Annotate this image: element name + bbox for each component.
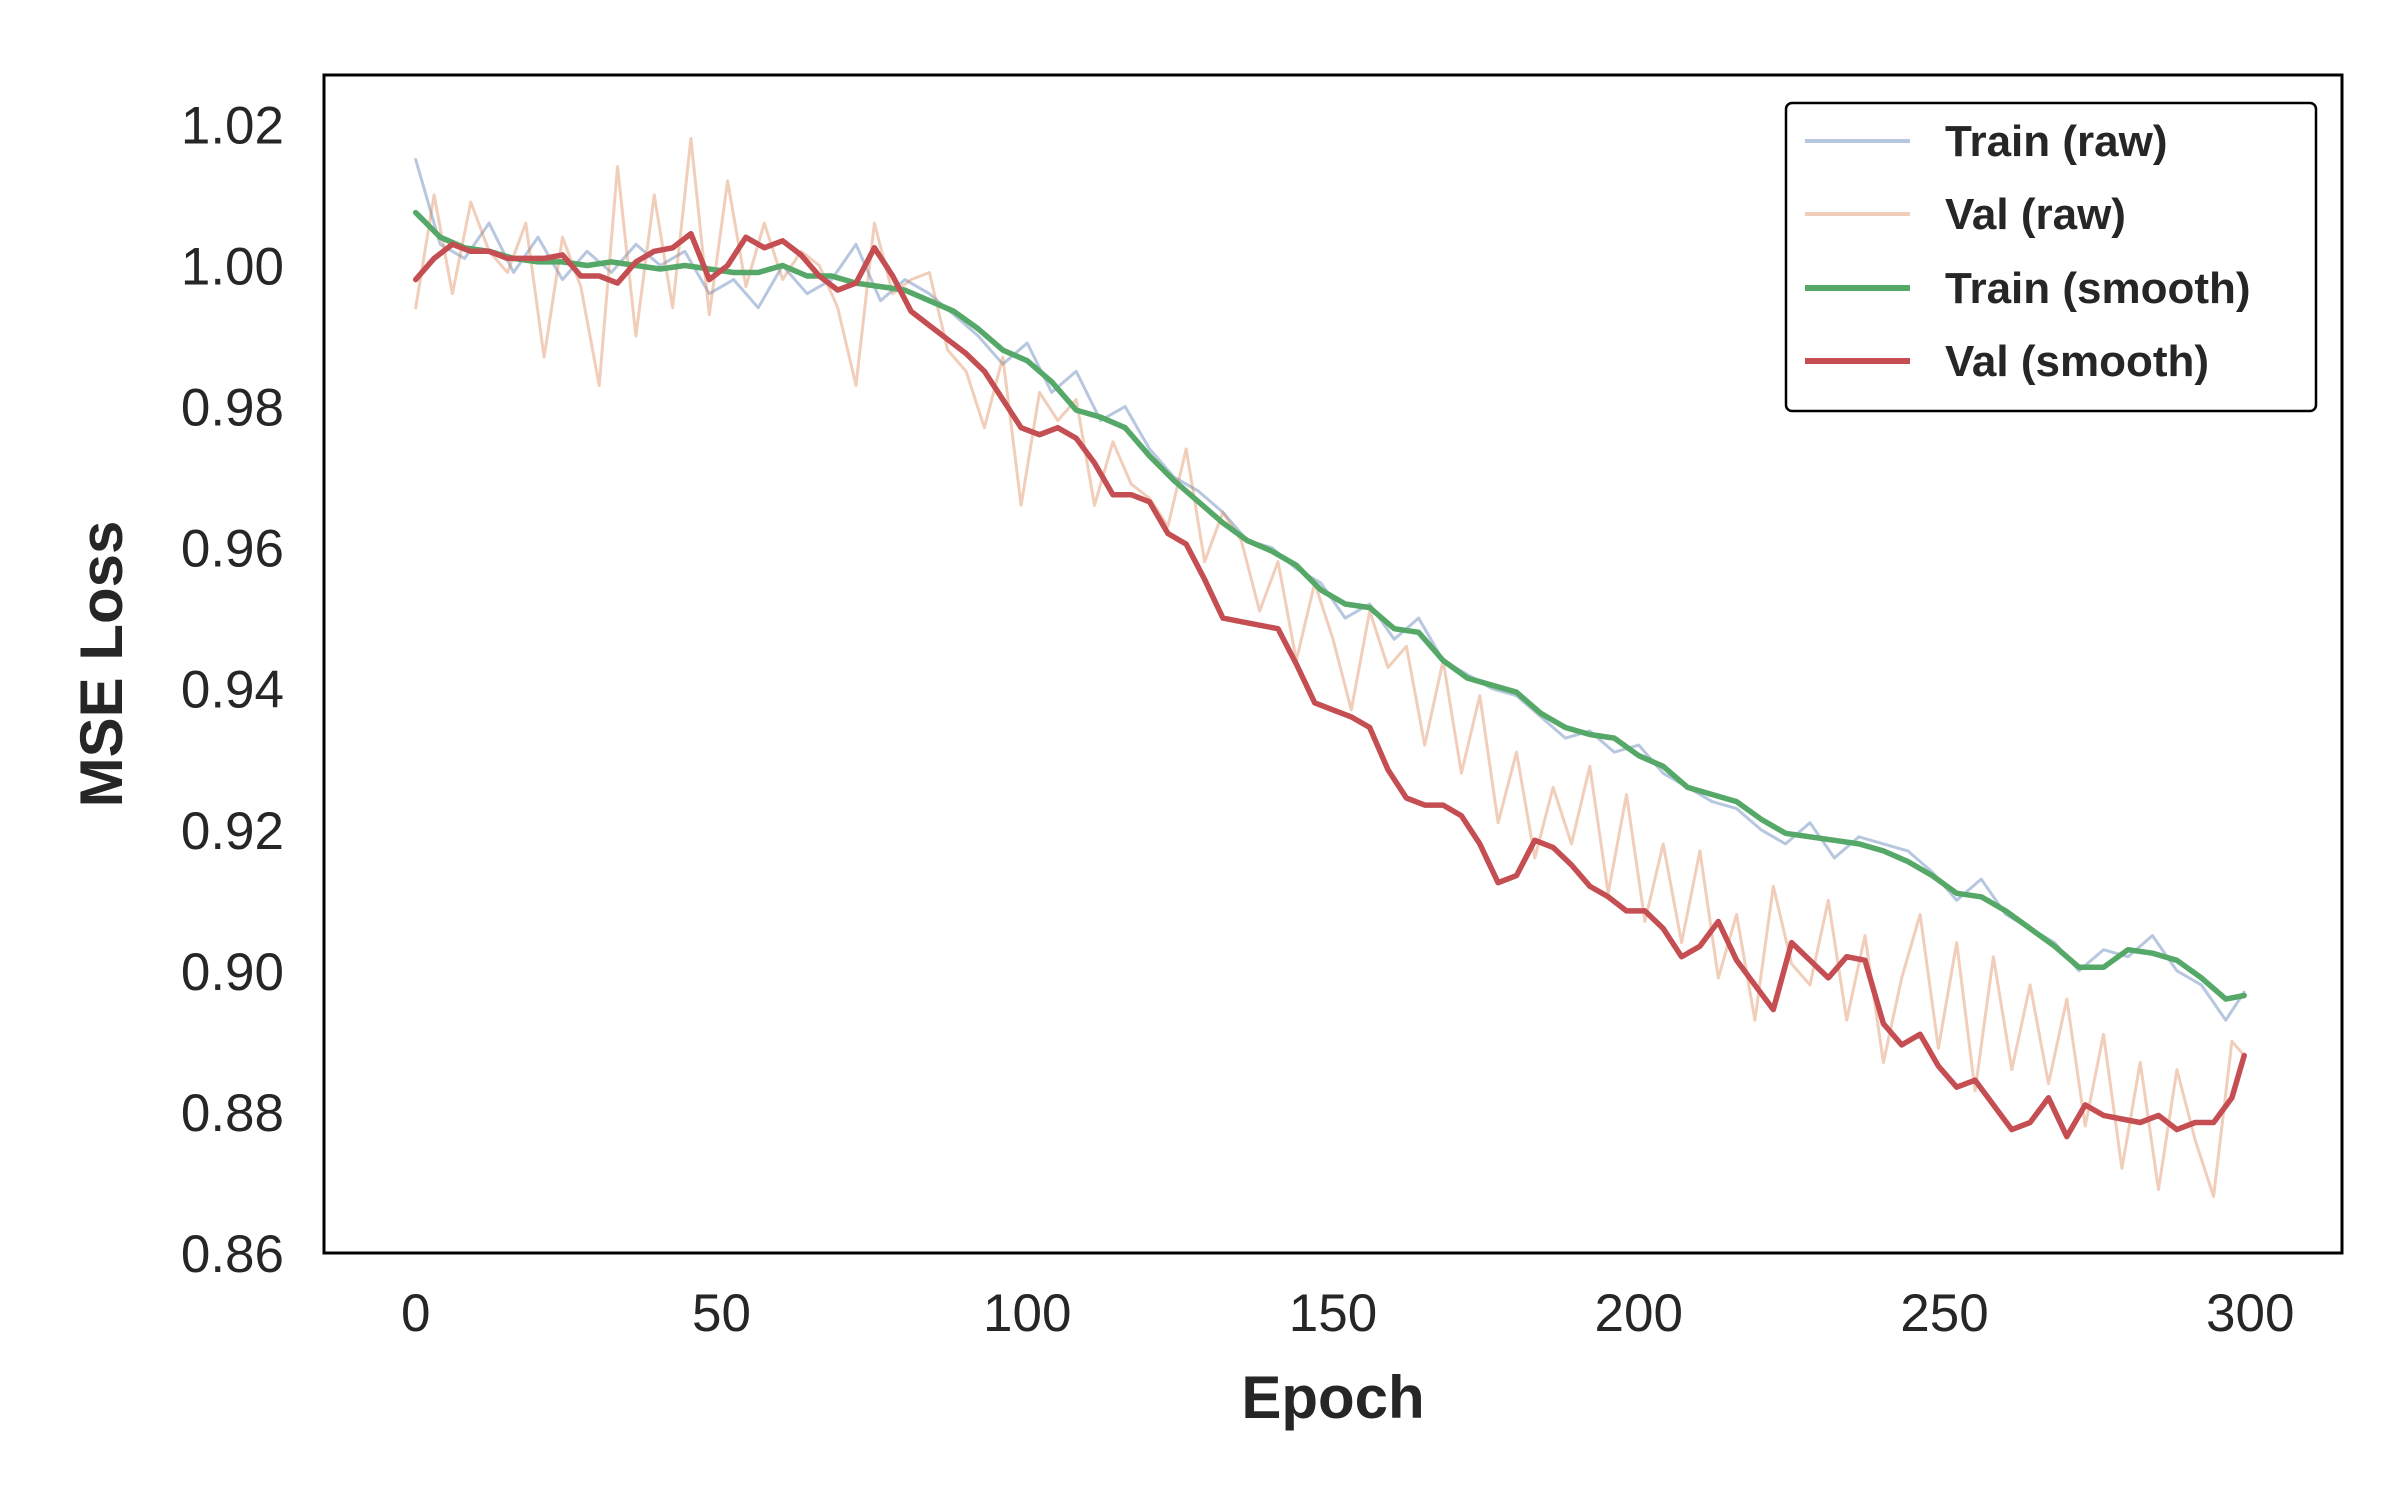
series-line-val-raw — [414, 137, 2246, 1199]
y-tick-label: 0.94 — [181, 661, 284, 720]
x-tick-label: 100 — [983, 1284, 1071, 1343]
y-tick-label: 0.90 — [181, 943, 284, 1002]
legend-label-train-smooth: Train (smooth) — [1945, 264, 2251, 313]
series-line-val-smooth — [412, 230, 2247, 1140]
x-axis-title: Epoch — [1241, 1364, 1424, 1431]
x-tick-label: 300 — [2206, 1284, 2294, 1343]
legend-label-val-raw: Val (raw) — [1945, 190, 2126, 239]
series-layer — [412, 137, 2247, 1199]
y-tick-label: 1.02 — [181, 96, 284, 155]
y-axis-title: MSE Loss — [68, 521, 135, 808]
y-tick-label: 0.98 — [181, 379, 284, 438]
x-tick-label: 0 — [401, 1284, 430, 1343]
legend-label-train-raw: Train (raw) — [1945, 117, 2168, 166]
x-tick-label: 150 — [1289, 1284, 1377, 1343]
legend: Train (raw) Val (raw) Train (smooth) Val… — [1784, 101, 2318, 413]
x-tick-label: 50 — [692, 1284, 751, 1343]
y-tick-label: 0.86 — [181, 1225, 284, 1284]
x-tick-label: 200 — [1595, 1284, 1683, 1343]
y-tick-label: 0.96 — [181, 520, 284, 579]
legend-label-val-smooth: Val (smooth) — [1945, 337, 2209, 386]
x-tick-label: 250 — [1900, 1284, 1988, 1343]
y-tick-label: 1.00 — [181, 237, 284, 296]
plot-frame — [322, 73, 2344, 1255]
legend-box — [1784, 101, 2318, 413]
y-tick-label: 0.88 — [181, 1084, 284, 1143]
y-axis-ticks: 0.86 0.88 0.90 0.92 0.94 0.96 0.98 1.00 1.02 — [181, 96, 284, 1284]
y-tick-label: 0.92 — [181, 802, 284, 861]
x-axis-ticks: 0 50 100 150 200 250 300 — [401, 1284, 2295, 1343]
